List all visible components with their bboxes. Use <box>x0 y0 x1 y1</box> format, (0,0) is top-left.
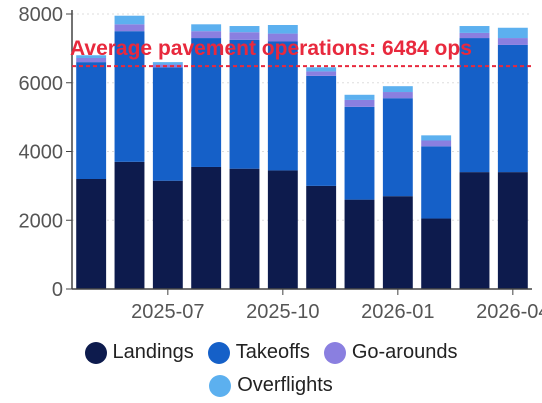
legend-label-takeoffs: Takeoffs <box>235 341 310 363</box>
bar-stack-2026-01[interactable] <box>382 86 413 289</box>
x-tick-label: 2025-10 <box>246 301 319 323</box>
bar-landings-2026-02[interactable] <box>421 218 452 289</box>
y-tick-label: 8000 <box>19 4 64 26</box>
bar-go-arounds-2025-05[interactable] <box>76 58 107 63</box>
bar-go-arounds-2025-07[interactable] <box>152 64 183 68</box>
bar-go-arounds-2026-02[interactable] <box>421 140 452 147</box>
bar-go-arounds-2025-08[interactable] <box>191 31 222 39</box>
grid-lines <box>72 13 532 221</box>
legend-swatch-takeoffs <box>207 341 230 364</box>
y-tick-label: 2000 <box>19 210 64 232</box>
bar-takeoffs-2026-04[interactable] <box>497 44 528 173</box>
bar-stack-2025-05[interactable] <box>76 55 107 289</box>
bar-overflights-2025-12[interactable] <box>344 94 375 100</box>
bar-landings-2025-11[interactable] <box>306 185 337 289</box>
bar-go-arounds-2025-10[interactable] <box>267 33 298 42</box>
bar-overflights-2025-11[interactable] <box>306 67 337 72</box>
bar-overflights-2025-07[interactable] <box>152 62 183 65</box>
bar-go-arounds-2025-06[interactable] <box>114 24 145 32</box>
bar-stack-2025-06[interactable] <box>114 15 145 289</box>
bar-stack-2025-07[interactable] <box>152 62 183 289</box>
bar-stack-2025-09[interactable] <box>229 26 260 289</box>
bar-stack-2026-03[interactable] <box>459 26 490 289</box>
bar-takeoffs-2026-03[interactable] <box>459 38 490 173</box>
legend-label-overflights: Overflights <box>237 374 333 396</box>
axes <box>71 10 532 290</box>
bar-takeoffs-2025-06[interactable] <box>114 31 145 162</box>
bar-overflights-2025-05[interactable] <box>76 55 107 58</box>
x-tick-labels: 2025-07 2025-10 2026-01 2026-04 <box>131 289 542 323</box>
bar-stack-2025-11[interactable] <box>306 67 337 289</box>
legend-label-go-arounds: Go-arounds <box>351 341 458 363</box>
y-tick-label: 0 <box>52 279 63 301</box>
y-tick-label: 4000 <box>19 142 64 164</box>
bar-overflights-2026-02[interactable] <box>421 135 452 141</box>
bar-stack-2025-10[interactable] <box>267 25 298 289</box>
bar-overflights-2025-06[interactable] <box>114 15 145 25</box>
legend-swatch-go-arounds <box>323 341 346 364</box>
bar-landings-2025-08[interactable] <box>191 166 222 289</box>
bar-takeoffs-2025-11[interactable] <box>306 75 337 186</box>
legend-label-landings: Landings <box>112 341 194 363</box>
legend-swatch-landings <box>84 341 107 364</box>
bar-stack-2025-08[interactable] <box>191 24 222 289</box>
bar-landings-2026-01[interactable] <box>382 196 413 289</box>
bar-landings-2025-06[interactable] <box>114 161 145 289</box>
x-tick-label: 2025-07 <box>131 301 204 323</box>
bar-landings-2025-10[interactable] <box>267 170 298 289</box>
legend-item-landings[interactable]: Landings <box>84 341 194 364</box>
bar-go-arounds-2025-11[interactable] <box>306 71 337 76</box>
bar-go-arounds-2025-09[interactable] <box>229 32 260 40</box>
x-tick-label: 2026-04 <box>476 301 542 323</box>
average-line-label: Average pavement operations: 6484 ops <box>70 37 472 60</box>
bar-overflights-2026-03[interactable] <box>459 26 490 33</box>
legend-item-overflights[interactable]: Overflights <box>209 374 333 397</box>
legend-item-takeoffs[interactable]: Takeoffs <box>207 341 310 364</box>
bar-stack-2026-02[interactable] <box>421 135 452 289</box>
bar-stack-2025-12[interactable] <box>344 94 375 289</box>
bar-overflights-2026-01[interactable] <box>382 86 413 93</box>
bar-stack-group <box>76 15 528 289</box>
bar-landings-2025-07[interactable] <box>152 180 183 289</box>
bar-go-arounds-2025-12[interactable] <box>344 99 375 107</box>
bar-landings-2025-09[interactable] <box>229 168 260 289</box>
legend-row-1: Landings Takeoffs Go-arounds <box>0 341 542 364</box>
bar-overflights-2025-08[interactable] <box>191 24 222 32</box>
bar-go-arounds-2026-04[interactable] <box>497 38 528 45</box>
bar-go-arounds-2026-01[interactable] <box>382 92 413 99</box>
bar-takeoffs-2025-08[interactable] <box>191 38 222 167</box>
bar-landings-2025-05[interactable] <box>76 179 107 289</box>
bar-overflights-2026-04[interactable] <box>497 27 528 39</box>
bar-takeoffs-2025-10[interactable] <box>267 41 298 171</box>
bar-landings-2026-04[interactable] <box>497 172 528 289</box>
bar-takeoffs-2026-01[interactable] <box>382 98 413 197</box>
y-tick-label: 6000 <box>19 73 64 95</box>
legend-swatch-overflights <box>209 374 232 397</box>
bar-landings-2025-12[interactable] <box>344 199 375 289</box>
bar-takeoffs-2025-12[interactable] <box>344 106 375 200</box>
x-tick-label: 2026-01 <box>361 301 434 323</box>
bar-landings-2026-03[interactable] <box>459 172 490 289</box>
y-tick-labels: 0 2000 4000 6000 8000 <box>19 4 72 301</box>
bar-go-arounds-2026-03[interactable] <box>459 32 490 39</box>
bar-takeoffs-2026-02[interactable] <box>421 146 452 219</box>
bar-overflights-2025-09[interactable] <box>229 26 260 33</box>
legend-item-go-arounds[interactable]: Go-arounds <box>323 341 458 364</box>
bar-takeoffs-2025-09[interactable] <box>229 39 260 169</box>
legend-row-2: Overflights <box>0 374 542 397</box>
bar-takeoffs-2025-05[interactable] <box>76 62 107 179</box>
bar-overflights-2025-10[interactable] <box>267 25 298 34</box>
bar-takeoffs-2025-07[interactable] <box>152 67 183 181</box>
